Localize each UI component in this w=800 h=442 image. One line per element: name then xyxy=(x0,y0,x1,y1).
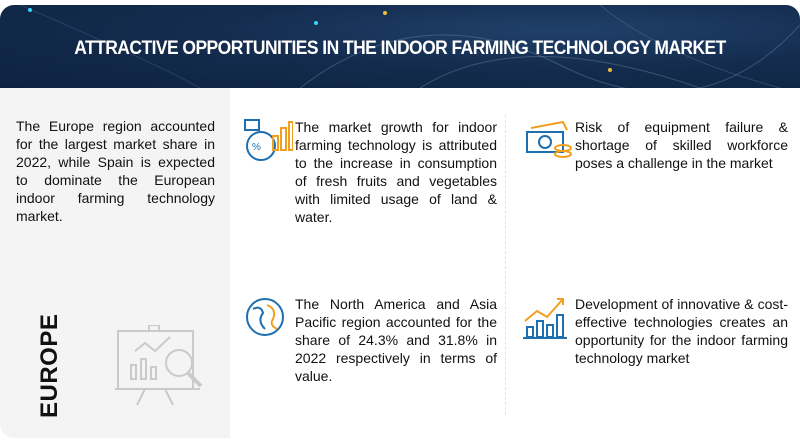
card-regional-share: The North America and Asia Pacific regio… xyxy=(243,295,498,395)
header-banner: ATTRACTIVE OPPORTUNITIES IN THE INDOOR F… xyxy=(0,5,800,88)
card-growth-driver: % The market growth for indoor farming t… xyxy=(243,118,498,238)
card-challenge: Risk of equipment failure & shortage of … xyxy=(523,118,788,218)
money-icon xyxy=(526,120,572,158)
bar-growth-icon xyxy=(523,298,567,339)
globe-icon xyxy=(246,298,284,336)
page-title: ATTRACTIVE OPPORTUNITIES IN THE INDOOR F… xyxy=(74,38,726,59)
presentation-analytics-icon xyxy=(115,325,203,406)
growth-chart-icon: % xyxy=(244,119,293,161)
network-lines-decoration xyxy=(19,5,800,88)
card-text: Risk of equipment failure & shortage of … xyxy=(575,119,788,171)
region-label: EUROPE xyxy=(36,313,63,418)
card-text: The North America and Asia Pacific regio… xyxy=(295,296,497,384)
region-panel: The Europe region accounted for the larg… xyxy=(0,88,230,438)
card-text: Development of innovative & cost-effecti… xyxy=(575,296,788,366)
svg-text:%: % xyxy=(252,142,261,153)
column-divider xyxy=(505,115,506,415)
card-opportunity: Development of innovative & cost-effecti… xyxy=(523,295,788,395)
card-text: The market growth for indoor farming tec… xyxy=(295,119,497,225)
region-summary: The Europe region accounted for the larg… xyxy=(16,118,215,224)
